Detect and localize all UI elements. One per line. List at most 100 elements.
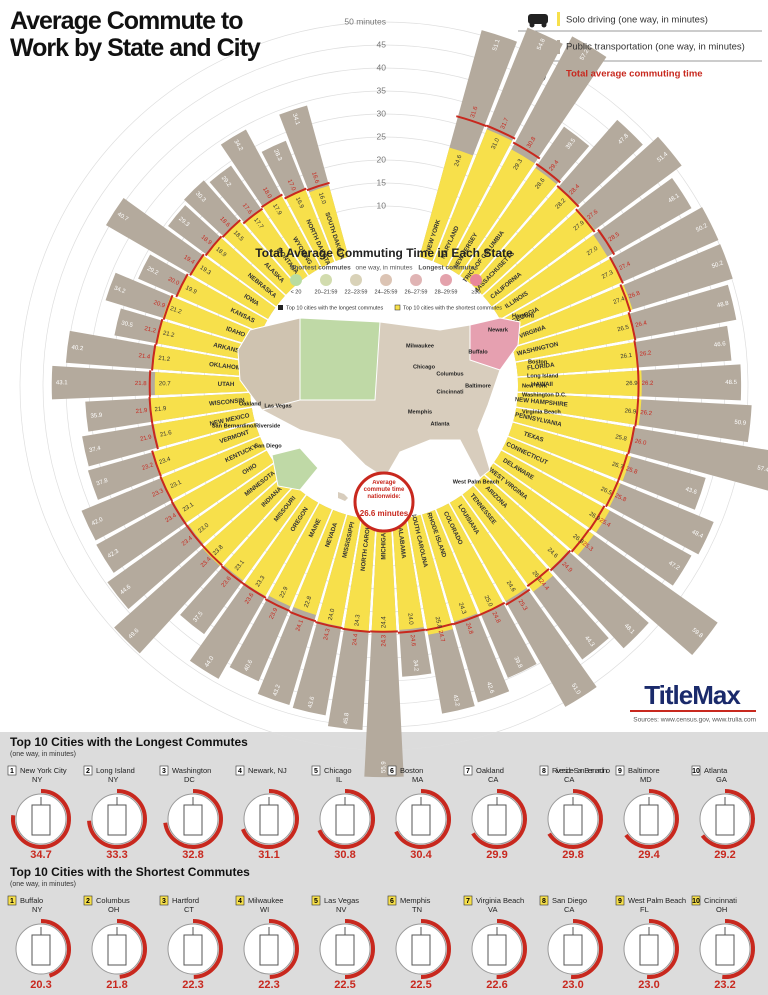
- legend-label: Solo driving (one way, in minutes): [566, 15, 708, 26]
- transit-value: 47.2: [667, 560, 681, 572]
- city-name: Las Vegas: [324, 896, 359, 905]
- map-city-label: Virginia Beach: [522, 409, 561, 415]
- total-line: [162, 294, 174, 320]
- total-line: [175, 273, 189, 298]
- transit-value: 57.4: [757, 465, 768, 474]
- total-value: 28.5: [608, 231, 622, 243]
- legend-label: Public transportation (one way, in minut…: [566, 42, 745, 53]
- transit-value: 34.2: [113, 286, 127, 296]
- total-value: 25.3: [517, 599, 529, 613]
- total-line: [148, 396, 154, 424]
- city-state: CA: [564, 775, 574, 784]
- total-line: [636, 368, 640, 398]
- city-value: 32.8: [182, 849, 203, 861]
- city-name: San Diego: [552, 896, 587, 905]
- city-value: 22.5: [410, 979, 431, 991]
- city-name: Baltimore: [628, 766, 660, 775]
- solo-bar: [188, 463, 284, 544]
- rank: 6: [390, 898, 394, 905]
- legend-label: Total average commuting time: [566, 69, 703, 80]
- total-value: 31.7: [500, 117, 511, 131]
- total-value: 20.9: [153, 300, 167, 310]
- city-state: VA: [488, 905, 497, 914]
- city-icon: [31, 804, 51, 836]
- total-line: [185, 524, 204, 547]
- city-icon: [639, 934, 659, 966]
- state-label: OKLAHOMA: [209, 361, 247, 372]
- y-tick-label: 10: [377, 200, 387, 210]
- total-line: [151, 423, 159, 450]
- transit-value: 51.1: [492, 38, 502, 52]
- solo-value: 27.3: [601, 270, 615, 281]
- map-city-label: Baltimore: [465, 383, 491, 389]
- total-value: 25.4: [598, 518, 612, 530]
- solo-bar: [508, 422, 631, 481]
- panel-subtitle: (one way, in minutes): [10, 881, 76, 888]
- rank-box: [7, 895, 17, 906]
- solo-bar: [460, 167, 557, 285]
- total-value: 21.9: [135, 408, 148, 415]
- solo-bar: [177, 275, 268, 333]
- solo-bar: [419, 147, 474, 262]
- total-value: 21.8: [135, 381, 147, 387]
- solo-bar: [206, 237, 285, 307]
- total-line: [570, 529, 590, 553]
- solo-bar: [371, 519, 397, 633]
- map-city-label: Washington D.C.: [522, 392, 567, 398]
- city-name: Columbus: [96, 896, 130, 905]
- total-value: 24.8: [464, 622, 474, 636]
- city-arc: [268, 919, 299, 979]
- city-value: 22.3: [258, 979, 279, 991]
- rank: 2: [86, 768, 90, 775]
- rank: 2: [86, 898, 90, 905]
- transit-value: 28.3: [272, 149, 283, 163]
- solo-value: 21.2: [158, 356, 171, 363]
- total-line: [315, 621, 343, 630]
- solo-bar: [517, 370, 642, 397]
- city-value: 29.2: [714, 849, 735, 861]
- city-arc: [646, 919, 679, 979]
- transit-value: 50.2: [711, 260, 725, 270]
- state-label: HAWAII: [531, 381, 553, 388]
- y-tick-label: 50 minutes: [344, 16, 386, 26]
- solo-value: 23.3: [255, 575, 267, 589]
- total-value: 24.3: [323, 627, 332, 640]
- city-name: Memphis: [400, 896, 431, 905]
- rank-box: [387, 895, 397, 906]
- city-value: 30.4: [410, 849, 432, 861]
- solo-value: 26.1: [620, 353, 633, 360]
- city-name: Boston: [400, 766, 423, 775]
- total-value: 24.8: [490, 611, 501, 625]
- city-icon: [411, 934, 431, 966]
- city-icon: [715, 934, 735, 966]
- total-value: 26.2: [642, 381, 654, 387]
- transit-value: 57.2: [579, 48, 591, 62]
- solo-value: 27.4: [613, 296, 627, 306]
- solo-bar: [512, 313, 636, 362]
- total-value: 20.0: [167, 276, 181, 287]
- solo-value: 19.9: [184, 285, 198, 296]
- total-line: [588, 505, 606, 531]
- rank: 10: [692, 898, 700, 905]
- city-arc: [700, 789, 755, 849]
- total-value: 21.4: [138, 353, 151, 360]
- brand-rule: [630, 710, 756, 712]
- total-value: 19.4: [182, 255, 196, 267]
- map-city-label: Oakland: [239, 401, 262, 407]
- solo-bar: [492, 234, 608, 319]
- total-line: [155, 318, 164, 345]
- transit-value: 46.6: [714, 341, 727, 348]
- solo-value: 27.0: [586, 245, 600, 257]
- total-line: [306, 181, 330, 192]
- total-line: [264, 598, 291, 613]
- solo-value: 24.0: [406, 613, 413, 626]
- solo-value: 16.0: [317, 192, 327, 206]
- rank-box: [615, 895, 625, 906]
- y-tick-label: 25: [377, 131, 387, 141]
- transit-value: 51.0: [570, 683, 582, 697]
- y-tick-label: 20: [377, 154, 387, 164]
- city-icon: [715, 804, 735, 836]
- rank: 1: [10, 768, 14, 775]
- solo-bar: [293, 509, 346, 616]
- city-value: 20.3: [30, 979, 51, 991]
